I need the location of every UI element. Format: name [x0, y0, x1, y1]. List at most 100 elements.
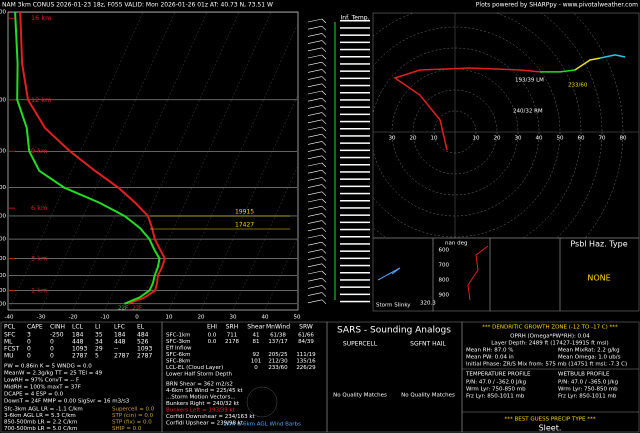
lapse-line: 700-500mb LR = 5.0 C/km	[4, 426, 77, 432]
kin-cell: 226/29	[296, 365, 316, 371]
inf-temp-cell	[340, 99, 370, 101]
hodo-ring-label: 10	[473, 136, 480, 142]
lapse-line: 3-6km AGL LR = 5.3 C/km	[4, 413, 76, 419]
skewt-plot	[8, 12, 298, 310]
wind-barb	[307, 47, 323, 52]
wind-barb	[307, 97, 323, 102]
height-label: 12 km	[31, 96, 51, 104]
parcel-header: LI	[95, 324, 100, 331]
inf-temp-cell	[340, 41, 370, 44]
inf-temp-cell	[340, 135, 370, 137]
y-tick-label: 800	[0, 273, 6, 279]
y-tick-label: 100	[0, 10, 6, 16]
isotherm	[264, 236, 298, 310]
wind-barb	[307, 33, 323, 37]
wind-barb	[307, 249, 323, 253]
wind-barb	[321, 184, 327, 189]
hodo-ring-label: 80	[620, 136, 627, 142]
inf-temp-cell	[340, 27, 370, 29]
haz-value: NONE	[587, 274, 610, 283]
left-mover-label: 193/39 LM	[515, 78, 544, 84]
wind-barb	[321, 126, 327, 132]
wind-barb	[321, 148, 327, 153]
index-line: MidRH = 100% maxT = 37F	[4, 385, 81, 391]
kin-cell: 212/30	[268, 359, 288, 365]
kin-header: Shear	[247, 324, 265, 331]
kin-cell: SFC-1km	[166, 333, 191, 339]
parcel-header: CAPE	[27, 324, 43, 331]
kin-line: Bunkers Right = 240/32 kt	[166, 401, 240, 407]
hodo-ring-label: 30	[515, 136, 522, 142]
parcel-header: LFC	[114, 324, 125, 331]
parcel-cell: 184	[72, 332, 84, 339]
kin-header: EHI	[207, 324, 217, 331]
slinky	[377, 267, 401, 281]
wind-barb	[307, 25, 323, 30]
inf-temp-cell	[340, 77, 370, 80]
kin-cell: Lower Half Storm Depth	[166, 372, 232, 378]
y-tick-label: 500	[0, 213, 6, 219]
wind-barb	[321, 169, 327, 175]
y-tick-label: 600	[0, 237, 6, 243]
inf-temp-cell	[340, 70, 370, 72]
dgz-phase: Initial Phase: ZR/S Mix from: 575 mb (14…	[466, 362, 627, 368]
wind-barb	[321, 90, 327, 96]
index-line: MeanW = 2.3g/kg TT = 25 TEI = 49	[4, 371, 103, 377]
kin-cell: 92	[253, 352, 260, 358]
barbs-label: 1km & 6km AGL Wind Barbs	[223, 422, 301, 428]
kin-cell: 0	[254, 365, 258, 371]
x-tick-label: -30	[37, 315, 46, 321]
wind-barb	[321, 263, 327, 269]
wind-barb	[307, 112, 323, 116]
wind-barb	[307, 148, 323, 152]
inf-temp-cell	[340, 113, 370, 116]
hodo-ring-label: 40	[536, 136, 543, 142]
profile-line	[19, 12, 166, 305]
y-tick-label: 700	[0, 256, 6, 262]
slinky-value: 320.3	[420, 301, 436, 307]
wind-barb	[307, 198, 323, 203]
wind-barb	[321, 249, 327, 254]
profile-title: WETBULB PROFILE	[558, 372, 610, 378]
index-line: DownT = 24F MMP = 0.00 SigSvr = 16 m3/s3	[4, 399, 130, 405]
inf-temp-cell	[340, 200, 370, 202]
wind-barb	[321, 213, 327, 218]
wind-barb	[307, 54, 323, 59]
height-label: 16 km	[31, 14, 51, 22]
sars-supercell: SUPERCELL	[343, 341, 378, 348]
hodo-ring-label: 60	[578, 136, 585, 142]
x-tick-label: 10	[166, 315, 173, 321]
isotherm	[40, 12, 176, 310]
wind-barb	[321, 141, 327, 146]
thetae-pressure: 800	[439, 278, 450, 284]
kin-cell: 61/38	[270, 333, 286, 339]
wind-barb	[321, 105, 327, 110]
wind-barb	[307, 155, 323, 160]
kin-cell: 0.0	[208, 339, 217, 345]
parcel-cell: 2787	[114, 353, 129, 360]
wind-barb	[307, 292, 323, 296]
inf-temp-cell	[340, 300, 370, 303]
lapse-line: Sfc-3km AGL LR = -1.1 C/km	[4, 407, 83, 413]
wind-barb	[307, 299, 323, 304]
composite-index: Supercell = 0.0	[112, 407, 155, 413]
wind-barb	[307, 220, 323, 224]
y-tick-label: 400	[0, 185, 6, 191]
parcel-cell: 1093	[137, 346, 152, 353]
wind-barb	[321, 76, 327, 81]
wind-barb	[307, 191, 323, 196]
dgz-title: *** DENDRITIC GROWTH ZONE (-12 TO -17 C)…	[482, 325, 618, 331]
inf-temp-cell	[340, 56, 370, 58]
parcel-cell: 35	[95, 332, 103, 339]
kin-cell: 711	[227, 333, 238, 339]
inf-temp-cell	[340, 192, 370, 195]
hodo-ring	[373, 47, 540, 217]
inf-temp-cell	[340, 221, 370, 224]
wind-barb	[321, 61, 327, 67]
parcel-cell: 0	[50, 339, 54, 346]
right-mover-label: 240/32 RM	[513, 109, 543, 115]
wind-barb	[307, 234, 323, 239]
parcel-cell: FCST	[4, 346, 19, 353]
wind-barb	[321, 220, 327, 225]
parcel-cell: 0	[50, 346, 54, 353]
